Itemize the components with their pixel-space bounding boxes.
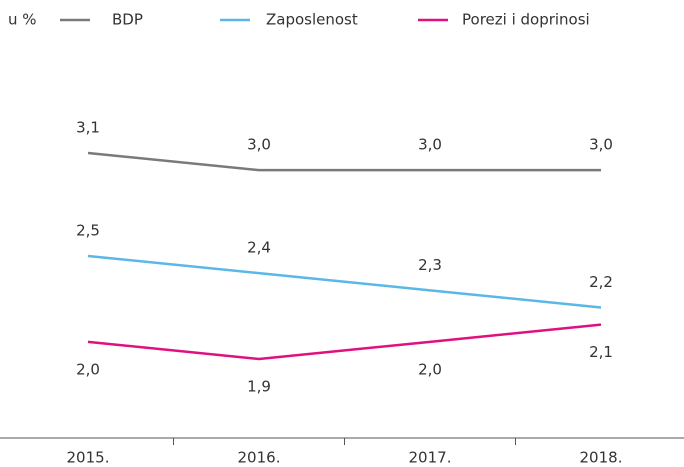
series-line [87,151,601,172]
data-label: 2,3 [418,256,442,274]
data-label: 1,9 [247,378,271,396]
data-label: 2,1 [589,343,613,361]
legend-label: BDP [112,11,143,29]
x-tick-label: 2017. [409,449,452,467]
legend-label: Porezi i doprinosi [462,11,590,29]
series-line [87,254,602,309]
data-label: 2,2 [589,273,613,291]
data-label: 3,0 [418,136,442,154]
unit-label: u % [8,11,37,29]
data-label: 2,0 [76,360,100,378]
data-label: 2,5 [76,222,100,240]
x-tick-label: 2015. [67,449,110,467]
series-line [87,323,602,361]
data-label: 2,0 [418,360,442,378]
data-label: 3,0 [247,136,271,154]
x-tick-label: 2018. [580,449,623,467]
x-tick-label: 2016. [238,449,281,467]
data-label: 3,1 [76,118,100,136]
data-label: 2,4 [247,239,271,257]
legend-label: Zaposlenost [266,11,358,29]
data-label: 3,0 [589,136,613,154]
